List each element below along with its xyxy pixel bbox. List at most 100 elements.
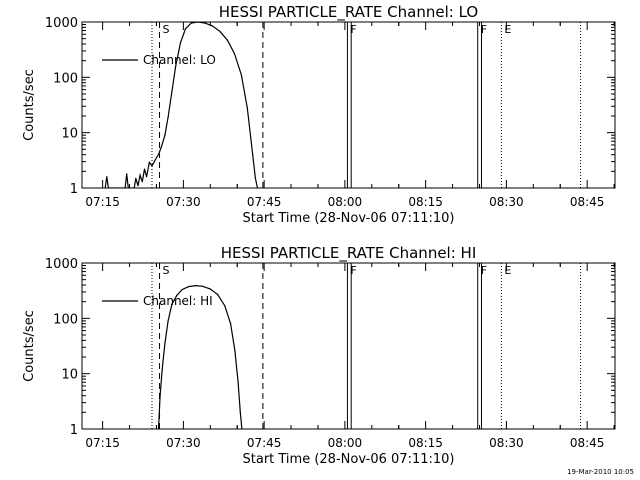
data-point [241,428,243,429]
legend-label: Channel: LO [143,53,216,67]
data-point [143,168,146,170]
data-point [230,323,232,325]
x-tick-label: 08:15 [408,195,443,209]
data-point [219,30,221,32]
data-point [109,187,111,188]
data-point [202,285,204,287]
x-tick-label: 08:30 [489,195,524,209]
data-point [254,177,256,179]
x-tick-label: 08:00 [328,195,363,209]
data-point [176,294,178,296]
data-point [239,411,241,413]
data-point [188,286,190,288]
data-point [171,303,173,305]
event-marker-label: F [481,23,487,36]
x-axis-label: Start Time (28-Nov-06 07:11:10) [243,452,455,467]
x-tick-label: 08:00 [328,436,363,450]
plot-frame [81,262,616,430]
data-point [246,107,248,109]
data-point [171,91,173,93]
legend-label: Channel: HI [143,294,213,308]
y-tick-label: 1 [70,182,78,197]
data-point [167,116,169,118]
data-point [161,145,163,147]
data-point [181,289,183,291]
data-point [164,343,166,345]
data-point [135,177,137,179]
data-point [137,185,139,187]
data-point [252,154,254,156]
y-tick-label: 100 [53,312,78,327]
data-point [157,428,160,429]
x-tick-label: 08:45 [570,195,605,209]
data-point [224,305,226,307]
x-tick-label: 07:15 [85,195,120,209]
x-tick-label: 08:15 [408,436,443,450]
date-stamp: 19-Mar-2010 10:05 [567,468,634,476]
data-point [211,25,213,27]
data-point [161,368,163,370]
data-point [158,152,160,155]
data-point [141,181,143,183]
chart-panel-2: HESSI PARTICLE_RATE Channel: HI 07:15 07:3… [22,244,616,467]
chart-title: HESSI PARTICLE_RATE Channel: LO [219,3,478,22]
event-marker-label: S [163,23,170,36]
data-point [233,52,235,55]
data-point [154,159,156,161]
x-tick-label: 07:45 [247,436,282,450]
data-point [256,187,259,188]
event-marker-label: S [163,264,170,277]
y-axis-label: Counts/sec [22,310,37,382]
data-point [184,28,186,30]
x-tick-label: 07:45 [247,195,282,209]
chart-panel-1: HESSI PARTICLE_RATE Channel: LO 07:15 07:3… [22,3,616,226]
data-point [234,350,236,352]
data-point [146,176,148,178]
data-point [190,22,192,24]
event-marker-label: E [504,264,511,277]
y-tick-label: 10 [61,127,78,142]
plot-frame [81,21,616,189]
data-point [124,187,126,188]
y-tick-label: 1000 [45,257,78,272]
data-point [104,187,106,188]
data-point [240,74,242,76]
data-point [217,293,219,296]
data-point [209,288,211,290]
x-axis-label: Start Time (28-Nov-06 07:11:10) [243,211,455,226]
series-line [104,22,259,188]
data-point [148,161,150,163]
chart-title: HESSI PARTICLE_RATE Channel: HI [221,244,477,263]
data-point [126,173,128,175]
data-point [237,381,239,383]
event-marker-label: F [350,264,356,277]
data-point [204,22,206,24]
y-axis-label: Counts/sec [22,69,37,141]
x-tick-label: 08:30 [489,436,524,450]
x-tick-label: 07:15 [85,436,120,450]
data-point [127,187,129,188]
event-marker-label: E [504,23,511,36]
data-point [133,187,135,188]
y-tick-label: 100 [53,71,78,86]
data-point [197,22,199,23]
data-point [139,174,141,176]
y-tick-label: 1000 [45,16,78,31]
data-point [167,320,169,322]
data-point [195,285,197,287]
y-tick-label: 1 [70,423,78,438]
data-point [164,134,166,136]
event-marker-label: F [481,264,487,277]
x-tick-label: 07:30 [166,436,201,450]
data-point [107,187,109,188]
data-point [226,39,228,41]
data-point [159,395,161,397]
data-point [175,65,177,67]
event-marker-label: F [350,23,356,36]
y-tick-label: 10 [61,368,78,383]
data-point [106,176,108,178]
data-point [179,42,182,44]
x-tick-label: 08:45 [570,436,605,450]
data-point [151,165,153,167]
